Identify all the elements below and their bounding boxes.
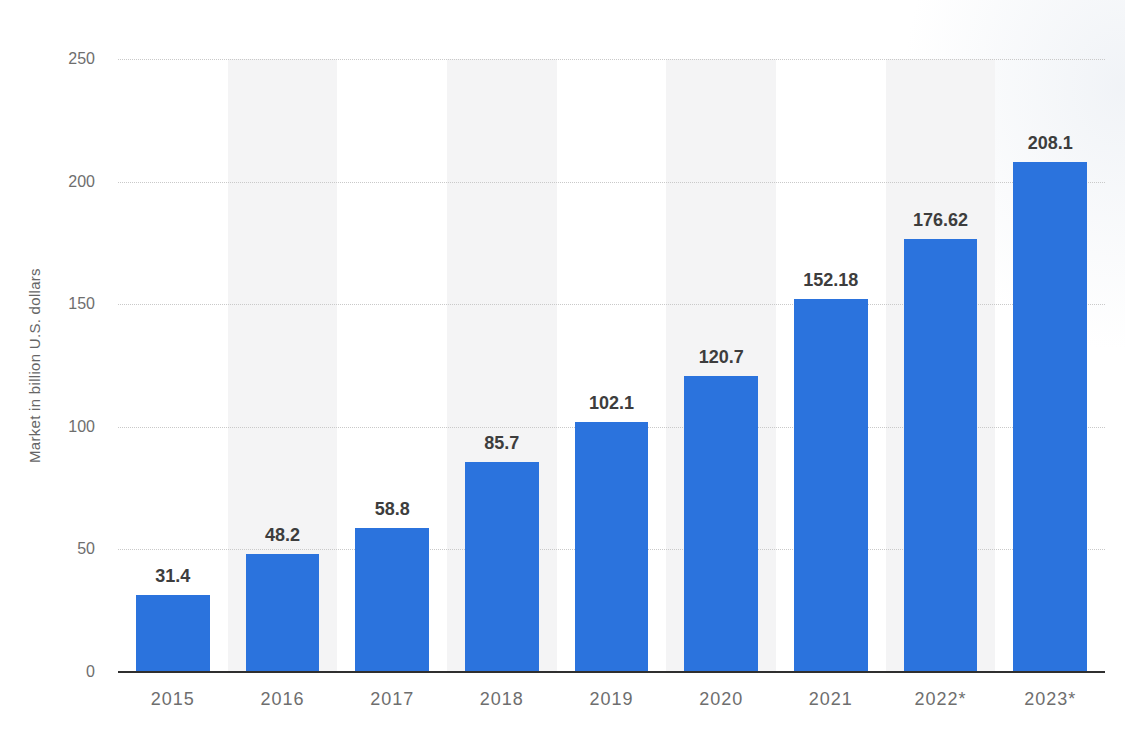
- x-tick-label: 2018: [447, 689, 557, 710]
- y-tick-label: 200: [68, 173, 95, 191]
- category-slot: 102.12019: [557, 59, 667, 672]
- x-tick-label: 2020: [666, 689, 776, 710]
- x-tick-label: 2019: [557, 689, 667, 710]
- category-slot: 176.622022*: [886, 59, 996, 672]
- bar[interactable]: [355, 528, 428, 672]
- bar-value-label: 152.18: [776, 270, 886, 291]
- x-tick-label: 2017: [337, 689, 447, 710]
- bar-value-label: 58.8: [337, 499, 447, 520]
- gridline: [118, 59, 1105, 60]
- gridline: [118, 182, 1105, 183]
- category-slot: 120.72020: [666, 59, 776, 672]
- x-tick-label: 2023*: [995, 689, 1105, 710]
- category-slot: 208.12023*: [995, 59, 1105, 672]
- category-slot: 152.182021: [776, 59, 886, 672]
- y-tick-label: 100: [68, 418, 95, 436]
- bar-value-label: 102.1: [557, 393, 667, 414]
- x-tick-label: 2022*: [886, 689, 996, 710]
- x-tick-label: 2021: [776, 689, 886, 710]
- bar[interactable]: [246, 554, 319, 672]
- bar[interactable]: [575, 422, 648, 672]
- bar[interactable]: [794, 299, 867, 672]
- y-tick-label: 250: [68, 50, 95, 68]
- category-slot: 48.22016: [228, 59, 338, 672]
- bar-value-label: 120.7: [666, 347, 776, 368]
- x-tick-label: 2015: [118, 689, 228, 710]
- y-axis-title: Market in billion U.S. dollars: [26, 59, 43, 672]
- bar-value-label: 48.2: [228, 525, 338, 546]
- bar[interactable]: [136, 595, 209, 672]
- category-slot: 85.72018: [447, 59, 557, 672]
- y-tick-label: 0: [86, 663, 95, 681]
- bar-value-label: 208.1: [995, 133, 1105, 154]
- category-slot: 58.82017: [337, 59, 447, 672]
- chart-canvas: Market in billion U.S. dollars 050100150…: [0, 0, 1125, 743]
- bar-value-label: 31.4: [118, 566, 228, 587]
- bar-value-label: 176.62: [886, 210, 996, 231]
- y-tick-label: 150: [68, 295, 95, 313]
- bar[interactable]: [684, 376, 757, 672]
- x-tick-label: 2016: [228, 689, 338, 710]
- y-tick-label: 50: [77, 540, 95, 558]
- bar[interactable]: [904, 239, 977, 672]
- bar-value-label: 85.7: [447, 433, 557, 454]
- bar[interactable]: [1013, 162, 1086, 672]
- category-slot: 31.42015: [118, 59, 228, 672]
- plot-area: 05010015020025031.4201548.2201658.820178…: [118, 59, 1105, 672]
- bar[interactable]: [465, 462, 538, 672]
- x-axis-line: [118, 671, 1105, 673]
